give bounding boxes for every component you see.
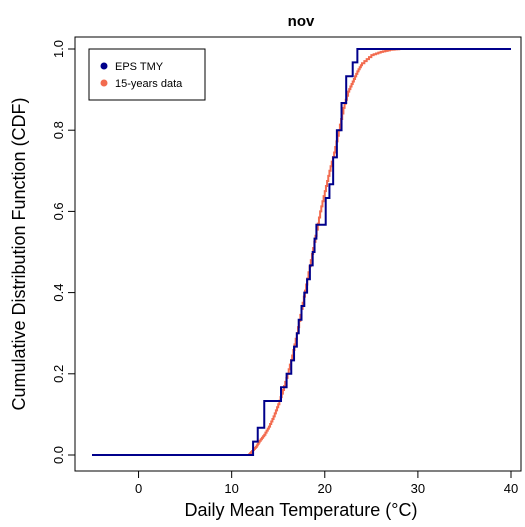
x-axis-title: Daily Mean Temperature (°C) bbox=[185, 500, 418, 520]
x-tick-label: 0 bbox=[135, 481, 142, 496]
y-tick-label: 0.4 bbox=[51, 284, 66, 302]
legend-marker-15-years-data bbox=[100, 79, 108, 87]
x-axis: 0 10 20 30 40 bbox=[135, 471, 518, 496]
x-tick-label: 20 bbox=[318, 481, 332, 496]
series-line-eps-tmy bbox=[92, 48, 511, 456]
legend-label-eps-tmy: EPS TMY bbox=[115, 61, 164, 73]
series-line-15-years-data bbox=[92, 48, 511, 456]
x-tick-label: 30 bbox=[411, 481, 425, 496]
y-tick-label: 0.8 bbox=[51, 121, 66, 139]
y-tick-label: 0.6 bbox=[51, 202, 66, 220]
y-tick-label: 0.0 bbox=[51, 446, 66, 464]
legend-label-15-years-data: 15-years data bbox=[115, 78, 183, 90]
y-axis: 0.0 0.2 0.4 0.6 0.8 1.0 bbox=[51, 40, 75, 464]
y-tick-label: 1.0 bbox=[51, 40, 66, 58]
x-tick-label: 40 bbox=[504, 481, 518, 496]
y-axis-title: Cumulative Distribution Function (CDF) bbox=[9, 97, 29, 410]
legend-marker-eps-tmy bbox=[100, 62, 108, 70]
x-tick-label: 10 bbox=[224, 481, 238, 496]
legend: EPS TMY 15-years data bbox=[88, 48, 206, 101]
y-tick-label: 0.2 bbox=[51, 365, 66, 383]
legend-box bbox=[88, 48, 206, 101]
series-layer bbox=[92, 48, 511, 456]
chart-title: nov bbox=[288, 13, 315, 30]
plot-frame bbox=[74, 36, 522, 472]
